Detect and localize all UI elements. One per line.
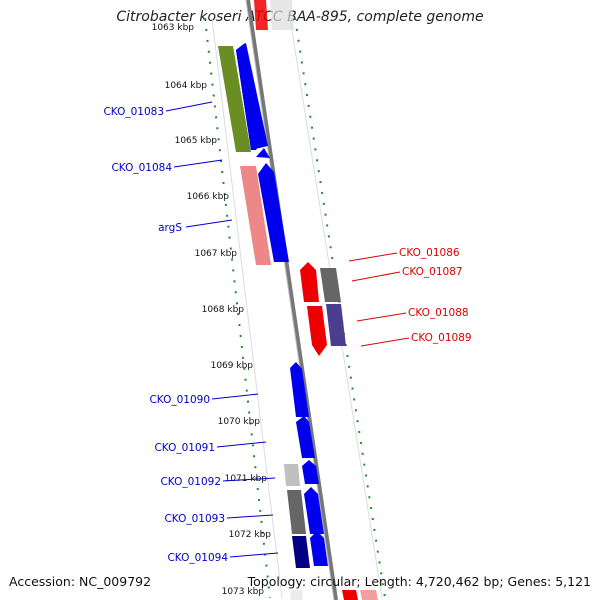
gene-label-CKO_01092[interactable]: CKO_01092 — [160, 476, 221, 488]
feature-blue-2 — [258, 163, 289, 262]
feature-bottom-red — [342, 590, 358, 600]
gene-callout-line — [185, 219, 233, 228]
gene-callout-line — [165, 101, 213, 112]
gene-label-CKO_01086[interactable]: CKO_01086 — [399, 247, 460, 259]
gene-label-argS[interactable]: argS — [158, 222, 182, 234]
genome-backbone — [246, 0, 338, 600]
topology-text: Topology: circular; Length: 4,720,462 bp… — [247, 574, 591, 589]
tick-label: 1070 kbp — [218, 417, 261, 427]
feature-top-red — [254, 0, 268, 30]
gene-callout-line — [229, 552, 279, 558]
genome-backbone-highlight — [245, 0, 335, 600]
gene-label-CKO_01089[interactable]: CKO_01089 — [411, 332, 472, 344]
feature-CKO_01083 — [218, 46, 251, 152]
tick-label: 1065 kbp — [175, 136, 218, 146]
gene-callout-line — [226, 514, 274, 519]
feature-CKO_01094-navy — [292, 536, 310, 568]
accession-text: Accession: NC_009792 — [9, 574, 152, 589]
feature-bottom-pink — [360, 590, 378, 600]
tick-label: 1072 kbp — [229, 530, 272, 540]
gene-callout-line — [348, 252, 398, 262]
gene-label-CKO_01084[interactable]: CKO_01084 — [111, 162, 172, 174]
gene-label-CKO_01091[interactable]: CKO_01091 — [154, 442, 215, 454]
tick-label: 1073 kbp — [222, 587, 265, 597]
tick-label: 1071 kbp — [225, 474, 268, 484]
map-title: Citrobacter koseri ATCC BAA-895, complet… — [116, 9, 484, 25]
tick-label: 1068 kbp — [202, 305, 245, 315]
feature-CKO_01090 — [290, 362, 309, 417]
feature-CKO_01092-gray — [284, 464, 300, 486]
gene-callout-line — [211, 393, 259, 400]
feature-CKO_01094-blue — [310, 531, 328, 566]
gene-label-CKO_01088[interactable]: CKO_01088 — [408, 307, 469, 319]
gene-callout-line — [173, 159, 223, 168]
track-border-left — [211, 17, 283, 599]
gene-label-CKO_01083[interactable]: CKO_01083 — [103, 106, 164, 118]
gene-callout-line — [351, 271, 401, 282]
gene-labels: CKO_01083 CKO_01084 argS CKO_01090 CKO_01091… — [103, 101, 472, 564]
tick-label: 1064 kbp — [165, 81, 208, 91]
feature-CKO_01088 — [307, 306, 327, 356]
feature-CKO_01093-gray — [287, 490, 306, 534]
gene-label-CKO_01087[interactable]: CKO_01087 — [402, 266, 463, 278]
feature-top-gray — [270, 0, 294, 30]
feature-CKO_01093-blue — [304, 487, 324, 534]
feature-argS — [240, 166, 271, 265]
feature-blue-1-body — [236, 43, 268, 150]
feature-CKO_01091 — [296, 416, 315, 458]
tick-label: 1069 kbp — [211, 361, 254, 371]
tick-label: 1067 kbp — [195, 249, 238, 259]
gene-callout-line — [360, 337, 410, 347]
feature-bottom-gray — [290, 590, 303, 600]
gene-label-CKO_01090[interactable]: CKO_01090 — [149, 394, 210, 406]
tick-label: 1066 kbp — [187, 192, 230, 202]
feature-CKO_01086 — [300, 262, 319, 302]
feature-CKO_01089 — [326, 304, 346, 346]
feature-CKO_01092-blue — [302, 460, 319, 484]
tick-labels: 1063 kbp 1064 kbp 1065 kbp 1066 kbp 1067 kbp… — [152, 23, 272, 597]
feature-CKO_01087 — [320, 268, 341, 302]
gene-callout-line — [222, 477, 276, 482]
gene-callout-line — [216, 441, 267, 448]
gene-label-CKO_01094[interactable]: CKO_01094 — [167, 552, 228, 564]
gene-label-CKO_01093[interactable]: CKO_01093 — [164, 513, 225, 525]
tick-label: 1063 kbp — [152, 23, 195, 33]
feature-blue-small — [256, 148, 270, 158]
gene-callout-line — [356, 312, 407, 322]
